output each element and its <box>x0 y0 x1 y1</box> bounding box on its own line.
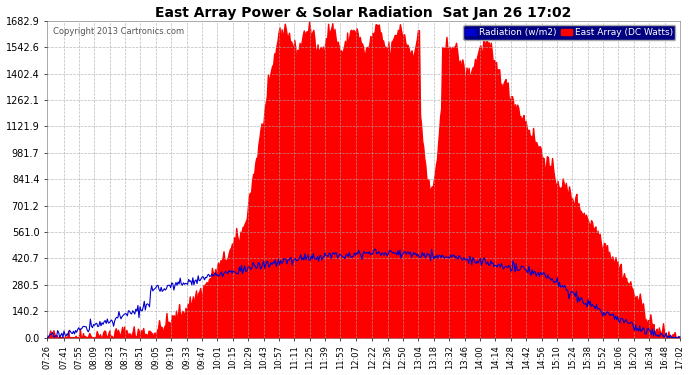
Text: Copyright 2013 Cartronics.com: Copyright 2013 Cartronics.com <box>53 27 184 36</box>
Title: East Array Power & Solar Radiation  Sat Jan 26 17:02: East Array Power & Solar Radiation Sat J… <box>155 6 572 20</box>
Legend: Radiation (w/m2), East Array (DC Watts): Radiation (w/m2), East Array (DC Watts) <box>463 25 676 40</box>
